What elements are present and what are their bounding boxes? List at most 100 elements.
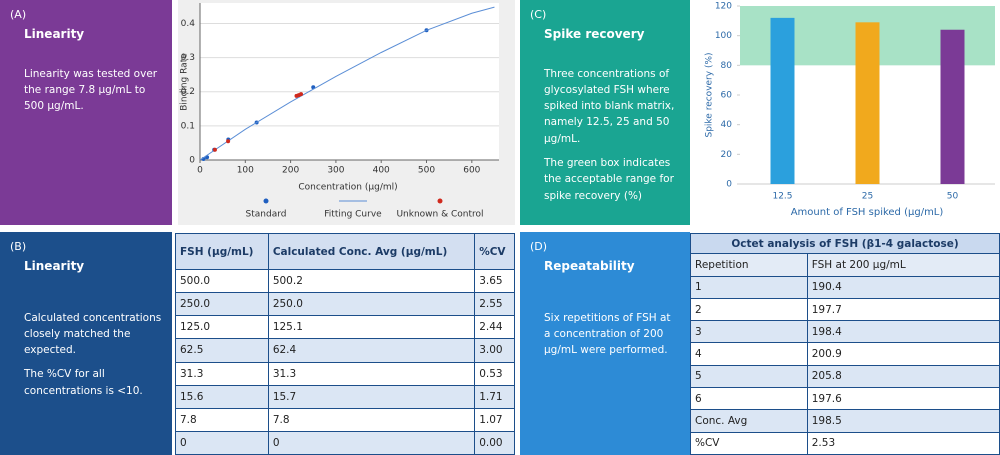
panel-title: Linearity: [24, 27, 85, 42]
cell: 200.9: [806, 342, 1000, 366]
header-cell: FSH (µg/mL): [175, 232, 269, 271]
y-tick-label: 0.4: [181, 19, 196, 29]
cell: 0.53: [474, 361, 515, 386]
cell: 197.6: [806, 387, 1000, 411]
x-tick-label: 50: [947, 192, 959, 202]
cell: 205.8: [806, 364, 1000, 389]
table-row: 500.0 500.2 3.65: [175, 269, 515, 294]
y-tick-label: 80: [721, 61, 733, 71]
y-tick-label: 0.1: [181, 121, 195, 131]
cell: %CV: [690, 431, 808, 455]
y-tick-label: 0: [189, 156, 195, 166]
table-row: FSH (µg/mL) Calculated Conc. Avg (µg/mL)%…: [175, 232, 515, 271]
linearity-chart: Concentration (µg/ml) Binding Rate 0 0.1 0…: [178, 0, 515, 225]
table-row: 7.8 7.8 1.07: [175, 407, 515, 432]
header-cell: FSH at 200 µg/mL: [806, 253, 1000, 277]
x-tick-label: 100: [237, 166, 254, 176]
table-row: 2 197.7: [690, 297, 1000, 322]
cell: 125.0: [175, 315, 269, 340]
y-tick-label: 40: [721, 120, 733, 130]
x-tick-label: 600: [463, 166, 480, 176]
table-row: Conc. Avg 198.5: [690, 409, 1000, 433]
y-axis-title: Binding Rate: [180, 53, 190, 111]
panel-title: Linearity: [24, 259, 85, 274]
cell: 15.7: [267, 384, 476, 409]
header-cell: Repetition: [690, 253, 808, 277]
panel-label: (C): [530, 8, 547, 21]
cell: 125.1: [267, 315, 476, 340]
cell: 3.00: [474, 338, 515, 363]
x-tick-label: 12.5: [772, 192, 792, 202]
table-row: 125.0 125.1 2.44: [175, 315, 515, 340]
y-tick-label: 0.3: [181, 53, 195, 63]
x-tick-label: 0: [197, 166, 203, 176]
cell: 31.3: [267, 361, 476, 386]
table-row: Repetition FSH at 200 µg/mL: [690, 253, 1000, 277]
point: [212, 147, 217, 152]
cell: 190.4: [806, 275, 1000, 299]
x-tick-label: 25: [862, 192, 873, 202]
x-tick-label: 200: [282, 166, 299, 176]
x-axis-title: Concentration (µg/ml): [298, 183, 397, 193]
table-row: 4 200.9: [690, 342, 1000, 366]
header-cell: %CV: [474, 232, 515, 271]
cell: 500.2: [267, 269, 476, 294]
table-row: 31.3 31.3 0.53: [175, 361, 515, 386]
x-tick-label: 300: [327, 166, 344, 176]
cell: 15.6: [175, 384, 269, 409]
table-row: 0 0 0.00: [175, 430, 515, 455]
plot-area: [200, 3, 499, 160]
panel-label: (D): [530, 240, 548, 253]
point: [299, 92, 304, 97]
cell: 2.44: [474, 315, 515, 340]
table-row: 15.6 15.7 1.71: [175, 384, 515, 409]
table-row: 5 205.8: [690, 364, 1000, 389]
cell: 198.5: [806, 409, 1000, 433]
point: [226, 139, 231, 144]
y-axis-title: Spike recovery (%): [705, 52, 715, 137]
cell: 3: [690, 320, 808, 344]
panel-a: (A) Linearity Linearity was tested over …: [0, 0, 172, 225]
panel-text: The green box indicates the acceptable r…: [544, 156, 674, 202]
cell: 0: [267, 430, 476, 455]
legend-label: Fitting Curve: [324, 210, 382, 220]
cell: 198.4: [806, 320, 1000, 344]
table-title: Octet analysis of FSH (β1-4 galactose): [690, 232, 1000, 255]
cell: 1.71: [474, 384, 515, 409]
y-tick-label: 100: [715, 31, 732, 41]
cell: 3.65: [474, 269, 515, 294]
y-tick-label: 0: [726, 180, 732, 190]
cell: 2: [690, 297, 808, 322]
panel-text: Three concentrations of glycosylated FSH…: [544, 67, 675, 145]
cell: 4: [690, 342, 808, 366]
cell: 197.7: [806, 297, 1000, 322]
table-row: Octet analysis of FSH (β1-4 galactose): [690, 232, 1000, 255]
bar: [770, 17, 795, 184]
panel-text: Linearity was tested over the range 7.8 …: [24, 67, 158, 113]
x-tick-label: 500: [418, 166, 435, 176]
cell: 62.4: [267, 338, 476, 363]
cell: 250.0: [267, 292, 476, 317]
legend-marker: [263, 198, 269, 204]
cell: Conc. Avg: [690, 409, 808, 433]
cell: 62.5: [175, 338, 269, 363]
fit-curve: [199, 6, 495, 161]
panel-label: (B): [10, 240, 27, 253]
linearity-table: FSH (µg/mL) Calculated Conc. Avg (µg/mL)%…: [175, 232, 515, 455]
table-row: 1 190.4: [690, 275, 1000, 299]
table-row: 250.0 250.0 2.55: [175, 292, 515, 317]
y-tick-label: 0.2: [181, 87, 195, 97]
x-tick-label: 400: [373, 166, 390, 176]
repeatability-table: Octet analysis of FSH (β1-4 galactose) Re…: [690, 232, 1000, 455]
cell: 250.0: [175, 292, 269, 317]
table-row: %CV 2.53: [690, 431, 1000, 455]
cell: 2.55: [474, 292, 515, 317]
legend-marker: [437, 198, 443, 204]
cell: 31.3: [175, 361, 269, 386]
y-tick-label: 20: [721, 150, 733, 160]
cell: 2.53: [806, 431, 1000, 455]
table-row: 6 197.6: [690, 387, 1000, 411]
x-axis-title: Amount of FSH spiked (µg/mL): [791, 207, 944, 218]
panel-d: (D) Repeatability Six repetitions of FSH…: [520, 232, 690, 455]
